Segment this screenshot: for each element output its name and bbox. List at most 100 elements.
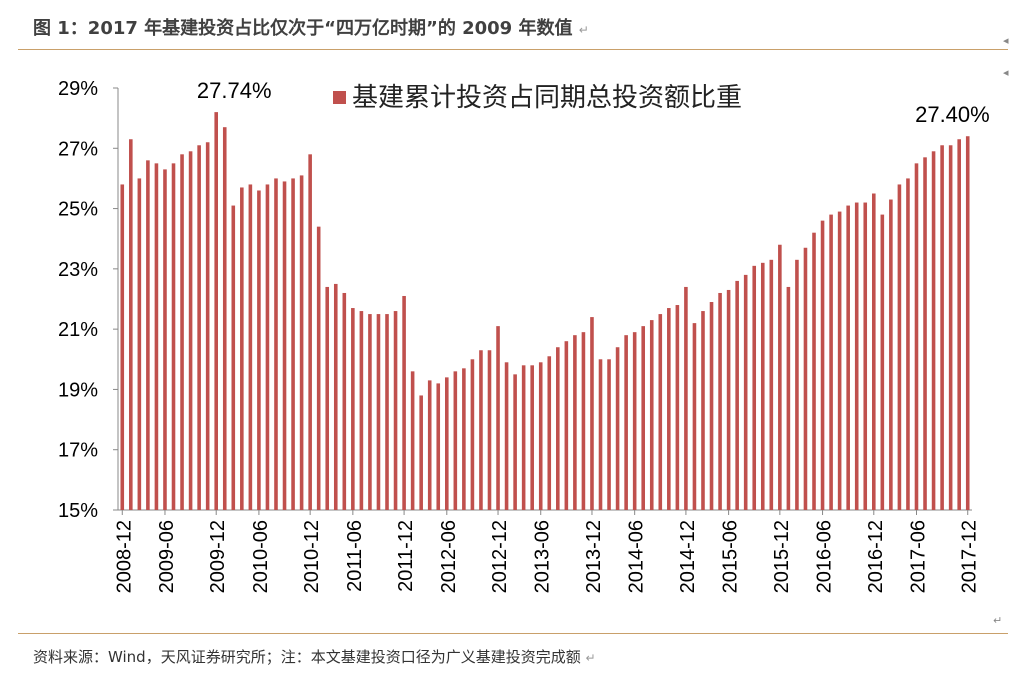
edge-marker-icon: ◂ — [1003, 34, 1009, 47]
bar — [641, 326, 646, 510]
bar — [521, 365, 526, 510]
x-tick-label: 2009-06 — [156, 520, 178, 593]
y-tick-label: 15% — [58, 500, 98, 522]
x-tick-label: 2010-06 — [250, 520, 272, 593]
bar — [444, 377, 449, 510]
x-tick-label: 2015-12 — [771, 520, 793, 593]
bar — [248, 184, 253, 510]
bar — [419, 395, 423, 510]
bottom-rule — [18, 633, 1008, 634]
bar — [180, 154, 184, 511]
bar — [701, 311, 705, 510]
bar — [590, 317, 594, 510]
x-tick-label: 2017-12 — [959, 520, 981, 593]
source-note: 资料来源：Wind，天风证券研究所；注：本文基建投资口径为广义基建投资完成额 ↵ — [33, 646, 596, 667]
bar — [470, 359, 475, 510]
x-tick-label: 2015-06 — [720, 520, 742, 593]
bar — [393, 311, 398, 510]
bar — [709, 302, 714, 510]
bar — [462, 368, 466, 510]
bar — [137, 178, 142, 510]
x-tick-label: 2016-12 — [865, 520, 887, 593]
top-rule — [18, 49, 1008, 50]
legend-label: 基建累计投资占同期总投资额比重 — [352, 83, 742, 113]
y-tick-label: 19% — [58, 379, 98, 401]
bar — [154, 163, 159, 510]
x-tick-label: 2012-12 — [489, 520, 511, 593]
bar — [257, 190, 261, 510]
bar — [436, 383, 441, 510]
bar — [675, 305, 680, 510]
bar — [205, 142, 210, 510]
bar — [410, 371, 415, 510]
bar — [188, 151, 193, 511]
bar — [308, 154, 312, 511]
bar — [820, 220, 825, 510]
y-tick-label: 17% — [58, 440, 98, 462]
bar — [547, 356, 552, 510]
bar — [965, 136, 970, 510]
bar — [607, 359, 611, 510]
bar — [581, 332, 586, 510]
y-tick-label: 29% — [58, 78, 98, 100]
bar — [752, 265, 757, 510]
x-tick-label: 2009-12 — [207, 520, 229, 593]
bar — [692, 323, 697, 510]
bar — [538, 362, 543, 510]
bar — [786, 286, 791, 510]
bar — [812, 232, 816, 510]
bar — [530, 365, 534, 510]
bar — [743, 274, 748, 510]
y-tick-label: 23% — [58, 259, 98, 281]
x-tick-label: 2014-12 — [677, 520, 699, 593]
bar — [897, 184, 902, 510]
bar — [231, 205, 236, 511]
bar — [598, 359, 603, 510]
bar — [632, 332, 637, 510]
bar — [726, 289, 731, 510]
bar — [795, 259, 799, 510]
y-tick-label: 25% — [58, 199, 98, 221]
data-label: 27.40% — [915, 102, 990, 127]
bar — [368, 314, 372, 510]
x-tick-label: 2011-12 — [395, 520, 417, 592]
x-tick-label: 2013-06 — [532, 520, 554, 593]
bar — [333, 283, 338, 510]
bar — [846, 205, 850, 511]
bar — [778, 244, 782, 510]
bar — [325, 286, 330, 510]
bar — [889, 199, 893, 510]
bar — [291, 178, 295, 510]
bar — [376, 314, 381, 510]
bar — [342, 292, 347, 510]
bar — [496, 326, 500, 510]
bar — [880, 214, 885, 510]
bar — [837, 211, 842, 511]
bar — [240, 187, 244, 510]
bar — [649, 320, 654, 510]
paragraph-mark-icon: ↵ — [585, 651, 596, 665]
bar — [667, 308, 671, 510]
bar — [197, 145, 201, 510]
x-tick-label: 2011-06 — [344, 520, 366, 592]
bar — [316, 226, 321, 510]
edge-return-mark-icon: ↵ — [993, 614, 1003, 627]
x-tick-label: 2010-12 — [301, 520, 323, 593]
figure-title-text: 图 1：2017 年基建投资占比仅次于“四万亿时期”的 2009 年数值 — [33, 18, 573, 39]
bar — [351, 308, 355, 510]
bar — [931, 151, 936, 511]
legend-swatch — [333, 91, 346, 104]
bar — [214, 112, 219, 510]
bar — [829, 214, 833, 510]
bar — [615, 347, 620, 510]
bar — [624, 335, 628, 510]
bar — [163, 169, 167, 510]
bar — [923, 157, 927, 511]
bar — [129, 139, 133, 510]
bar — [265, 184, 270, 510]
bar — [957, 139, 961, 510]
bar — [453, 371, 458, 510]
bar — [906, 178, 910, 510]
bar — [274, 178, 278, 510]
y-tick-label: 27% — [58, 138, 98, 160]
